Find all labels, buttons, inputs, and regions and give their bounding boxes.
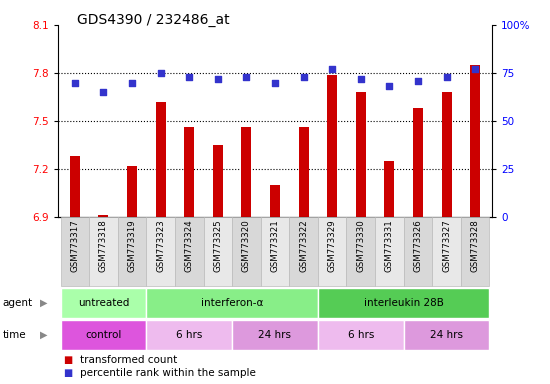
Point [128, 79, 136, 86]
Point [414, 78, 422, 84]
Bar [299, 127, 309, 217]
Text: 24 hrs: 24 hrs [430, 330, 463, 340]
Text: 6 hrs: 6 hrs [176, 330, 202, 340]
Point [356, 76, 365, 82]
Text: GSM773320: GSM773320 [242, 219, 251, 272]
Bar [442, 92, 452, 217]
Bar [60, 320, 146, 350]
Point [156, 70, 165, 76]
Text: GSM773331: GSM773331 [385, 219, 394, 272]
Bar [232, 320, 318, 350]
Text: GSM773324: GSM773324 [185, 219, 194, 272]
Point [299, 74, 308, 80]
Text: ▶: ▶ [40, 298, 48, 308]
Bar [146, 288, 318, 318]
Text: GSM773329: GSM773329 [328, 219, 337, 271]
Bar [184, 127, 194, 217]
Bar [404, 217, 432, 286]
Text: GSM773319: GSM773319 [128, 219, 136, 271]
Bar [70, 156, 80, 217]
Text: GSM773327: GSM773327 [442, 219, 451, 272]
Point [70, 79, 79, 86]
Point [385, 83, 394, 89]
Text: GSM773326: GSM773326 [414, 219, 422, 272]
Bar [413, 108, 423, 217]
Bar [204, 217, 232, 286]
Bar [232, 217, 261, 286]
Text: control: control [85, 330, 122, 340]
Point [271, 79, 279, 86]
Bar [289, 217, 318, 286]
Bar [356, 92, 366, 217]
Text: GSM773318: GSM773318 [99, 219, 108, 272]
Bar [146, 320, 232, 350]
Bar [175, 217, 204, 286]
Bar [146, 217, 175, 286]
Point [185, 74, 194, 80]
Text: GSM773322: GSM773322 [299, 219, 308, 272]
Bar [384, 161, 394, 217]
Text: ■: ■ [63, 368, 73, 378]
Point [242, 74, 251, 80]
Bar [346, 217, 375, 286]
Bar [127, 166, 137, 217]
Text: GSM773330: GSM773330 [356, 219, 365, 272]
Text: 24 hrs: 24 hrs [258, 330, 292, 340]
Bar [432, 217, 461, 286]
Text: GSM773321: GSM773321 [271, 219, 279, 272]
Bar [60, 217, 89, 286]
Bar [60, 288, 146, 318]
Bar [375, 217, 404, 286]
Bar [98, 215, 108, 217]
Text: transformed count: transformed count [80, 355, 177, 365]
Bar [270, 185, 280, 217]
Text: interleukin 28B: interleukin 28B [364, 298, 443, 308]
Bar [470, 65, 480, 217]
Bar [89, 217, 118, 286]
Bar [318, 217, 346, 286]
Text: percentile rank within the sample: percentile rank within the sample [80, 368, 256, 378]
Text: ▶: ▶ [40, 330, 48, 340]
Bar [461, 217, 490, 286]
Point [471, 66, 480, 72]
Bar [156, 102, 166, 217]
Text: time: time [3, 330, 26, 340]
Text: interferon-α: interferon-α [201, 298, 263, 308]
Text: ■: ■ [63, 355, 73, 365]
Text: 6 hrs: 6 hrs [348, 330, 374, 340]
Point [99, 89, 108, 95]
Bar [318, 288, 490, 318]
Point [213, 76, 222, 82]
Text: agent: agent [3, 298, 33, 308]
Bar [327, 74, 337, 217]
Bar [318, 320, 404, 350]
Bar [404, 320, 490, 350]
Point [328, 66, 337, 72]
Text: GSM773317: GSM773317 [70, 219, 79, 272]
Text: GSM773328: GSM773328 [471, 219, 480, 272]
Bar [118, 217, 146, 286]
Text: untreated: untreated [78, 298, 129, 308]
Point [442, 74, 451, 80]
Bar [261, 217, 289, 286]
Text: GSM773323: GSM773323 [156, 219, 165, 272]
Text: GDS4390 / 232486_at: GDS4390 / 232486_at [77, 13, 230, 27]
Bar [241, 127, 251, 217]
Bar [213, 145, 223, 217]
Text: GSM773325: GSM773325 [213, 219, 222, 272]
